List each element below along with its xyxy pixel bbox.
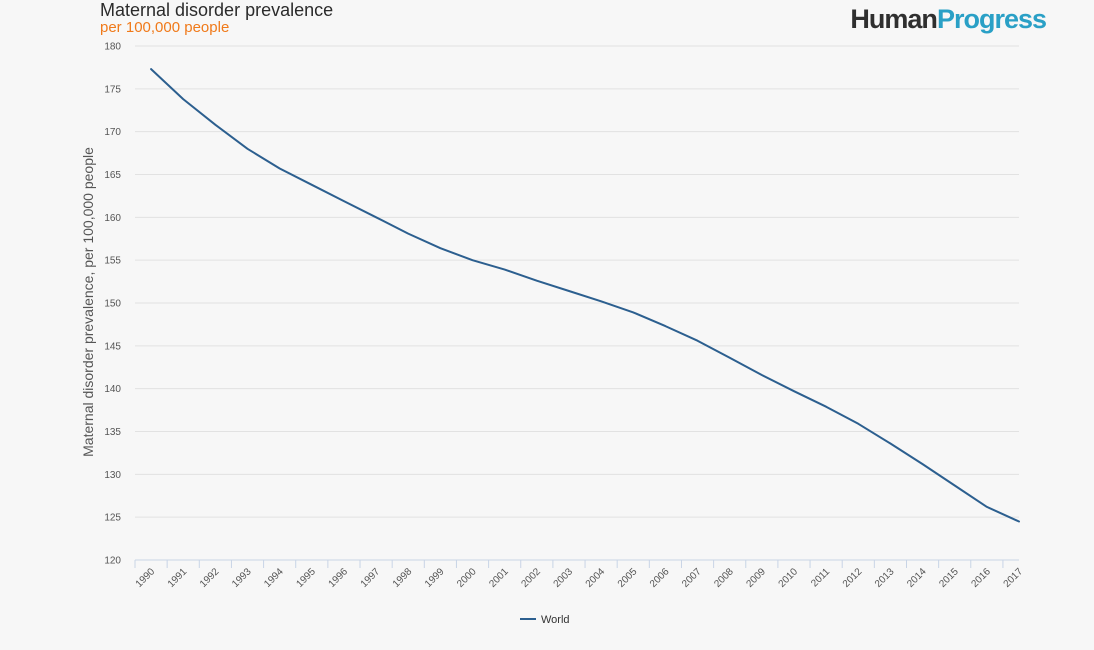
x-tick-label: 2005 <box>616 566 640 590</box>
x-tick-label: 1990 <box>134 566 158 590</box>
series-group <box>148 66 1022 525</box>
x-tick-label: 2011 <box>809 566 832 589</box>
x-tick-label: 1994 <box>262 566 286 590</box>
chart-title: Maternal disorder prevalence <box>100 0 334 20</box>
y-axis-label: Maternal disorder prevalence, per 100,00… <box>80 147 96 457</box>
legend-label-world[interactable]: World <box>541 614 570 626</box>
data-point[interactable] <box>405 231 411 237</box>
x-tick-label: 2016 <box>969 566 993 590</box>
y-tick-label: 125 <box>104 513 121 524</box>
y-tick-label: 145 <box>104 341 121 352</box>
x-tick-label: 1995 <box>294 566 318 590</box>
data-point[interactable] <box>887 441 893 447</box>
y-tick-label: 135 <box>104 427 121 438</box>
data-point[interactable] <box>759 372 765 378</box>
data-point[interactable] <box>212 122 218 128</box>
x-axis-ticks: 1990 1991 1992 1993 1994 1995 1996 1997 1998 1999… <box>134 566 1026 590</box>
data-point[interactable] <box>630 309 636 315</box>
logo-progress-text: Progress <box>936 4 1047 34</box>
data-point[interactable] <box>534 278 540 284</box>
y-tick-label: 120 <box>104 556 121 567</box>
x-tick-label: 1991 <box>166 566 190 590</box>
data-point[interactable] <box>1016 519 1022 525</box>
x-tick-label: 1996 <box>327 566 351 590</box>
x-tick-label: 2013 <box>873 566 897 590</box>
grid-lines <box>135 45 1019 518</box>
x-tick-label: 2012 <box>841 566 865 590</box>
y-tick-label: 180 <box>104 42 121 53</box>
x-tick-label: 1992 <box>198 566 222 590</box>
x-tick-label: 2001 <box>487 566 511 590</box>
data-point[interactable] <box>823 404 829 410</box>
data-point[interactable] <box>791 388 797 394</box>
x-tick-label: 2017 <box>1002 566 1026 590</box>
x-tick-label: 2004 <box>584 566 608 590</box>
x-tick-label: 2006 <box>648 566 672 590</box>
x-tick-label: 2009 <box>744 566 768 590</box>
x-axis <box>134 559 1019 568</box>
y-tick-label: 165 <box>104 170 121 181</box>
x-tick-label: 2015 <box>937 566 961 590</box>
y-tick-label: 150 <box>104 299 121 310</box>
data-point[interactable] <box>566 288 572 294</box>
y-tick-label: 155 <box>104 256 121 267</box>
x-tick-label: 2008 <box>712 566 736 590</box>
data-point[interactable] <box>727 355 733 361</box>
x-tick-label: 2014 <box>905 566 929 590</box>
y-tick-label: 130 <box>104 470 121 481</box>
x-tick-label: 1998 <box>391 566 415 590</box>
data-point[interactable] <box>245 146 251 152</box>
data-point[interactable] <box>855 421 861 427</box>
data-point[interactable] <box>437 245 443 251</box>
x-tick-label: 1993 <box>230 566 254 590</box>
data-point[interactable] <box>470 257 476 263</box>
y-tick-label: 140 <box>104 384 121 395</box>
data-point[interactable] <box>695 338 701 344</box>
x-tick-label: 2003 <box>552 566 576 590</box>
data-point[interactable] <box>148 66 154 72</box>
x-tick-label: 2002 <box>519 566 543 590</box>
x-tick-label: 1999 <box>423 566 447 590</box>
data-point[interactable] <box>662 323 668 329</box>
x-tick-label: 2000 <box>455 566 479 590</box>
y-tick-label: 160 <box>104 213 121 224</box>
data-point[interactable] <box>984 504 990 510</box>
data-point[interactable] <box>598 298 604 304</box>
y-tick-label: 170 <box>104 127 121 138</box>
y-axis-ticks: 120 125 130 135 140 145 150 155 160 165 170 175 180 <box>104 42 121 567</box>
data-point[interactable] <box>920 461 926 467</box>
humanprogress-logo[interactable]: HumanProgress <box>850 4 1047 35</box>
chart-subtitle: per 100,000 people <box>100 19 230 36</box>
data-point[interactable] <box>180 96 186 102</box>
data-point[interactable] <box>373 214 379 220</box>
data-point[interactable] <box>341 198 347 204</box>
x-tick-label: 2007 <box>680 566 704 590</box>
y-tick-label: 175 <box>104 84 121 95</box>
series-line-world[interactable] <box>150 68 1020 523</box>
data-point[interactable] <box>277 166 283 172</box>
logo-human-text: Human <box>850 4 938 34</box>
data-point[interactable] <box>502 267 508 273</box>
legend[interactable]: World <box>520 614 570 626</box>
data-point[interactable] <box>952 483 958 489</box>
x-tick-label: 1997 <box>359 566 383 590</box>
x-tick-label: 2010 <box>777 566 801 590</box>
data-point[interactable] <box>309 182 315 188</box>
